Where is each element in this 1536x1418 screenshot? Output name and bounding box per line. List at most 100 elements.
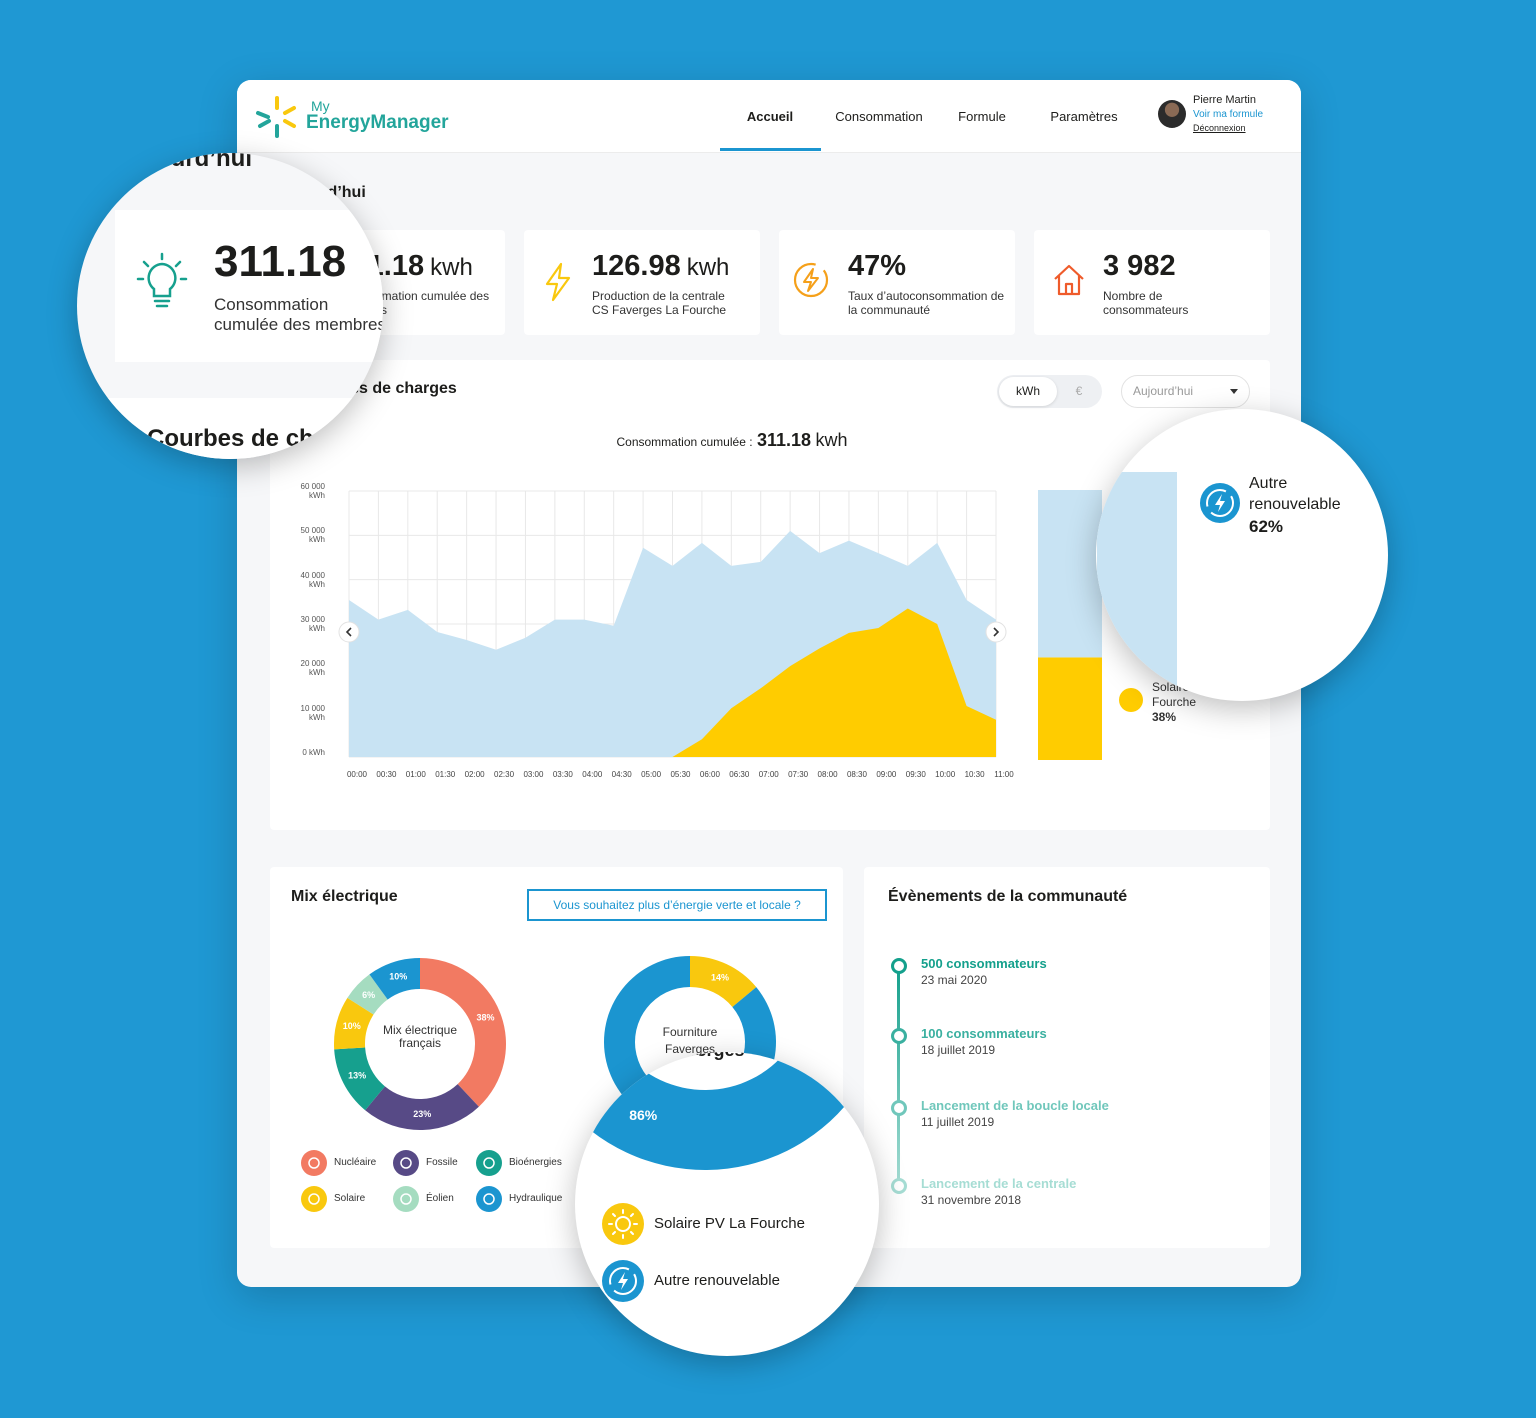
kpi-number: 126.98 xyxy=(592,250,681,282)
x-tick-label: 06:00 xyxy=(699,770,720,779)
event-date: 11 juillet 2019 xyxy=(921,1115,995,1129)
logout-link[interactable]: Déconnexion xyxy=(1193,123,1246,133)
donut-value-label: 38% xyxy=(477,1012,495,1022)
logo-brand: Energy xyxy=(306,112,371,133)
magnifier: 86% Fourniture Faverges Solaire PV La Fo… xyxy=(575,1052,879,1356)
kpi-value: 47% xyxy=(848,250,906,283)
x-tick-label: 00:30 xyxy=(376,770,397,779)
panel-zoom xyxy=(77,398,383,459)
event-date: 23 mai 2020 xyxy=(921,973,988,987)
legend-icon xyxy=(393,1186,419,1212)
legend-label-zoom: Autre renouvelable xyxy=(654,1272,780,1289)
kpi-card xyxy=(1034,230,1270,335)
donut-value-label: 13% xyxy=(348,1070,366,1080)
sun-icon xyxy=(602,1203,644,1245)
dropdown-value: Aujourd’hui xyxy=(1133,384,1194,398)
x-tick-label: 10:30 xyxy=(964,770,985,779)
kpi-number: 3 982 xyxy=(1103,250,1176,282)
donut-value-label: 10% xyxy=(343,1021,361,1031)
dropdown-caret xyxy=(1230,389,1238,394)
x-tick-label: 07:30 xyxy=(788,770,809,779)
chart-title-zoom: Courbes de charges xyxy=(147,425,378,452)
cta-button[interactable]: Vous souhaitez plus d’énergie verte et l… xyxy=(527,889,827,921)
donut-value-label: 10% xyxy=(389,971,407,981)
kpi-number-zoom: 311.18 xyxy=(214,237,347,286)
legend-icon xyxy=(301,1150,327,1176)
legend-label: Éolien xyxy=(426,1193,454,1204)
donut-value-label: 14% xyxy=(711,973,729,983)
top-bar xyxy=(237,80,1301,153)
x-tick-label: 06:30 xyxy=(729,770,750,779)
kpi-value: 3 982 xyxy=(1103,250,1176,283)
x-tick-label: 07:00 xyxy=(758,770,779,779)
x-tick-label: 03:00 xyxy=(523,770,544,779)
period-dropdown[interactable] xyxy=(1121,375,1250,408)
x-tick-label: 09:00 xyxy=(876,770,897,779)
y-tick-label: 0 kWh xyxy=(302,748,325,757)
x-tick-label: 10:00 xyxy=(935,770,956,779)
x-tick-label: 04:00 xyxy=(582,770,603,779)
donut-segment xyxy=(575,1052,878,1170)
nav-arrow[interactable] xyxy=(338,621,360,643)
panel-title: Mix électrique xyxy=(291,888,398,905)
nav-item[interactable]: Consommation xyxy=(835,109,923,124)
kpi-number: 47% xyxy=(848,250,907,282)
legend-label: Solaire xyxy=(334,1193,366,1204)
donut-segment xyxy=(347,974,388,1015)
legend-label: Bioénergies xyxy=(509,1157,562,1168)
kpi-label: Nombre de consommateurs xyxy=(1103,289,1189,317)
bar-zoom xyxy=(1097,472,1177,701)
event-date: 18 juillet 2019 xyxy=(921,1043,996,1057)
x-tick-label: 08:00 xyxy=(817,770,838,779)
legend-icon-glyph xyxy=(400,1157,412,1169)
donut-segment xyxy=(365,1084,479,1131)
y-tick-label: 20 000 kWh xyxy=(300,659,325,678)
bulb-icon xyxy=(136,252,188,308)
donut-center-label: Mix électrique français xyxy=(382,1023,458,1050)
kpi-card-zoom xyxy=(115,210,383,362)
toggle-option[interactable]: € xyxy=(1075,384,1083,398)
donut-segment xyxy=(690,956,757,1007)
event-title: 100 consommateurs xyxy=(921,1026,1047,1041)
x-tick-label: 08:30 xyxy=(846,770,867,779)
event-date: 31 novembre 2018 xyxy=(921,1193,1022,1207)
legend-label: Fossile xyxy=(426,1157,458,1168)
renewable-icon xyxy=(602,1260,644,1302)
y-tick-label: 10 000 kWh xyxy=(300,703,325,722)
y-tick-label: 50 000 kWh xyxy=(300,526,325,545)
timeline-node xyxy=(891,1100,907,1116)
y-tick-label: 40 000 kWh xyxy=(300,570,325,589)
kpi-label-zoom: Consommation cumulée des membres xyxy=(214,295,383,334)
user-link[interactable]: Voir ma formule xyxy=(1193,109,1264,120)
nav-item[interactable]: Formule xyxy=(958,109,1006,124)
event-title: Lancement de la boucle locale xyxy=(921,1098,1109,1113)
section-title-zoom: Aujourd’hui xyxy=(117,153,252,172)
events-panel xyxy=(864,867,1270,1248)
nav-item[interactable]: Accueil xyxy=(746,109,794,124)
kpi-label: Taux d’autoconsommation de la communauté xyxy=(848,289,1005,317)
nav-arrow-glyph xyxy=(345,627,352,637)
user-name: Pierre Martin xyxy=(1193,94,1256,106)
autoconsumption-icon xyxy=(793,262,829,298)
nav-arrow[interactable] xyxy=(985,621,1007,643)
timeline-node xyxy=(891,1178,907,1194)
legend-icon xyxy=(476,1186,502,1212)
legend-icon-glyph xyxy=(400,1193,412,1205)
avatar[interactable] xyxy=(1158,100,1186,128)
kpi-unit: kwh xyxy=(686,254,730,281)
kpi-card xyxy=(524,230,760,335)
kpi-value: 126.98 kwh xyxy=(592,250,729,283)
summary-value: 311.18 xyxy=(756,430,812,450)
legend-value: 38% xyxy=(1152,710,1177,724)
logo-small: My xyxy=(311,98,330,114)
donut-segment xyxy=(420,958,507,1107)
x-tick-label: 01:00 xyxy=(405,770,426,779)
magnifier: Aujourd’hui 311.18 Consommation cumulée … xyxy=(77,153,383,459)
legend-label: Hydraulique xyxy=(509,1193,563,1204)
toggle-option[interactable]: kWh xyxy=(999,377,1057,406)
x-tick-label: 05:00 xyxy=(641,770,662,779)
logo-icon xyxy=(256,96,296,138)
x-tick-label: 03:30 xyxy=(552,770,573,779)
house-icon xyxy=(1054,264,1084,296)
nav-item[interactable]: Paramètres xyxy=(1050,109,1118,124)
